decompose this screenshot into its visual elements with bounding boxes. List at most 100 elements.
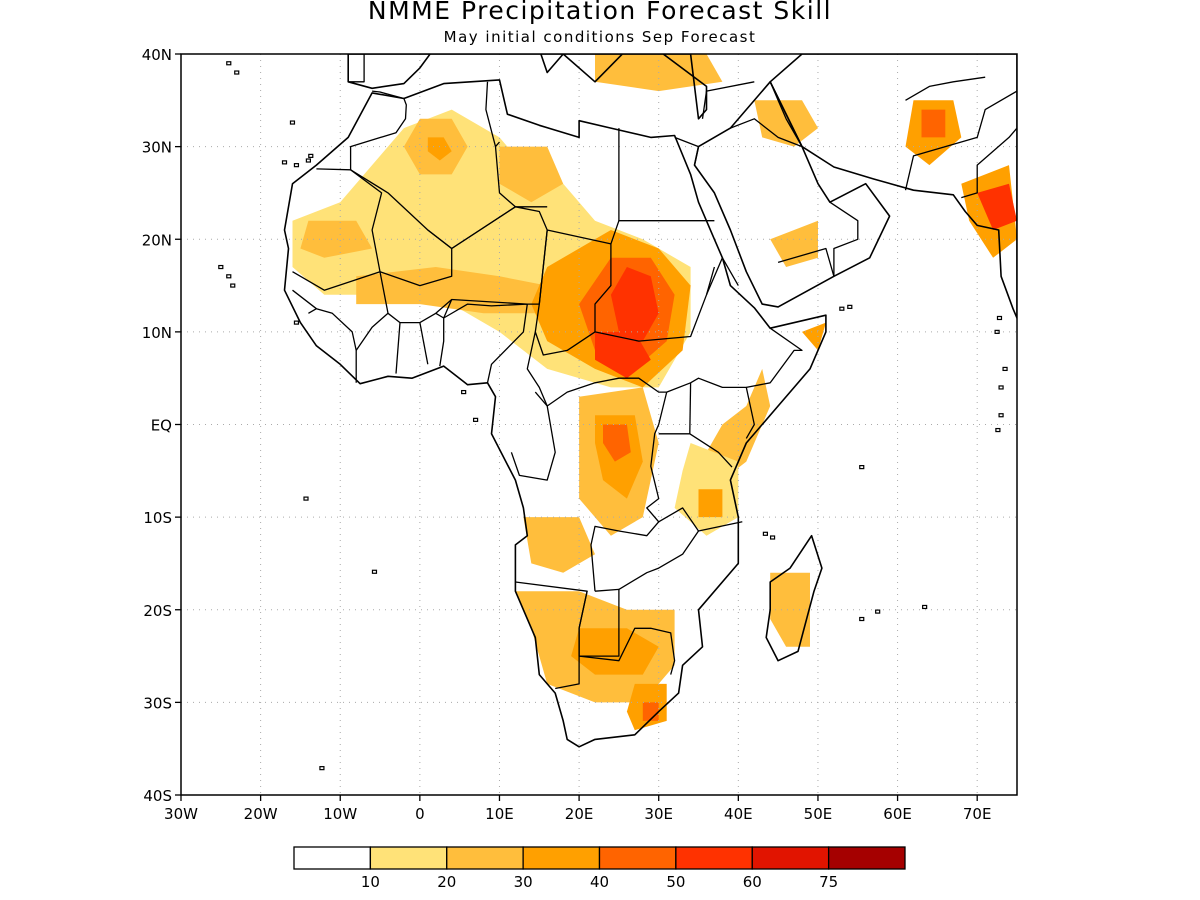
colorbar-swatch-7 <box>827 846 906 870</box>
coastlines <box>218 54 1017 771</box>
border-21 <box>746 327 803 389</box>
lon-label-7: 40E <box>724 805 753 823</box>
country-borders <box>292 54 1017 690</box>
border-20 <box>579 627 676 675</box>
border-36 <box>777 247 835 277</box>
border-10 <box>546 377 667 407</box>
island-24 <box>995 427 1001 433</box>
island-28 <box>847 304 853 309</box>
border-23 <box>379 271 453 324</box>
colorbar-swatch-0 <box>293 846 372 870</box>
skill-region-8 <box>610 267 659 342</box>
skill-region-9 <box>595 331 651 379</box>
coastline-2 <box>693 81 891 308</box>
skill-region-5 <box>356 267 548 314</box>
island-5 <box>305 158 311 163</box>
lon-label-4: 10E <box>485 805 514 823</box>
border-31 <box>674 136 700 166</box>
border-41 <box>349 90 407 170</box>
coastline-1 <box>765 534 823 662</box>
lat-label-0: 40N <box>142 46 172 64</box>
skill-region-25 <box>921 109 946 138</box>
island-11 <box>461 389 467 395</box>
colorbar-swatch-4 <box>598 846 677 870</box>
border-38 <box>905 76 986 101</box>
lon-label-2: 10W <box>323 805 357 823</box>
lat-label-6: 20S <box>143 602 172 620</box>
colorbar-swatch-6 <box>751 846 830 870</box>
island-29 <box>319 766 325 771</box>
coastline-0 <box>283 79 827 748</box>
colorbar-label-2: 30 <box>514 873 533 891</box>
lon-label-9: 60E <box>883 805 912 823</box>
border-2 <box>379 229 453 287</box>
skill-region-21 <box>770 572 810 647</box>
border-16 <box>658 507 743 532</box>
island-22 <box>1002 366 1008 372</box>
lat-label-1: 30N <box>142 139 172 157</box>
lon-label-8: 50E <box>804 805 833 823</box>
colorbar-label-3: 40 <box>590 873 609 891</box>
border-27 <box>292 289 318 314</box>
colorbar-swatch-2 <box>446 846 524 870</box>
skill-shading <box>292 54 1017 731</box>
border-4 <box>494 146 516 208</box>
lat-label-5: 10S <box>143 509 172 527</box>
border-39 <box>961 127 1017 199</box>
border-25 <box>355 312 389 383</box>
island-6 <box>308 153 314 158</box>
island-25 <box>994 329 1000 334</box>
lon-label-6: 30E <box>644 805 673 823</box>
lon-label-0: 30W <box>164 805 198 823</box>
skill-region-3 <box>499 146 564 203</box>
skill-region-2 <box>427 137 452 161</box>
border-19 <box>515 581 588 690</box>
skill-region-15 <box>698 489 723 518</box>
lon-label-5: 20E <box>565 805 594 823</box>
skill-region-23 <box>754 100 818 147</box>
island-8 <box>230 283 236 288</box>
border-42 <box>485 81 500 148</box>
map-title: NMME Precipitation Forecast Skill <box>367 0 833 25</box>
island-3 <box>281 160 288 165</box>
lat-label-3: 10N <box>142 324 172 342</box>
longitude-axis: 30W 20W 10W 0 10E 20E 30E 40E 50E 60E 70E <box>164 795 991 823</box>
border-35 <box>829 201 859 277</box>
island-14 <box>303 496 309 501</box>
border-30 <box>443 303 528 383</box>
lon-label-1: 20W <box>244 805 278 823</box>
colorbar-swatch-3 <box>522 846 601 870</box>
colorbar-legend: 10 20 30 40 50 60 75 <box>293 846 906 891</box>
colorbar-label-4: 50 <box>666 873 685 891</box>
colorbar-swatch-1 <box>369 846 448 870</box>
colorbar-label-1: 20 <box>437 873 456 891</box>
border-15 <box>689 382 692 434</box>
border-29 <box>435 312 445 367</box>
lon-label-10: 70E <box>963 805 992 823</box>
skill-region-27 <box>977 183 1017 230</box>
border-9 <box>526 331 548 407</box>
skill-region-20 <box>642 702 659 721</box>
border-37 <box>904 90 1017 191</box>
island-20 <box>769 535 776 540</box>
latitude-axis: 40N 30N 20N 10N EQ 10S 20S 30S 40S <box>142 46 181 805</box>
skill-region-12 <box>603 424 631 462</box>
island-17 <box>859 616 865 622</box>
lat-label-8: 40S <box>143 787 172 805</box>
island-9 <box>218 264 224 270</box>
lon-label-3: 0 <box>415 805 425 823</box>
border-17 <box>618 530 700 590</box>
island-1 <box>234 70 240 75</box>
island-23 <box>998 413 1004 418</box>
skill-region-29 <box>802 322 826 351</box>
island-12 <box>472 417 479 422</box>
colorbar-label-6: 75 <box>819 873 838 891</box>
skill-region-22 <box>770 220 818 267</box>
island-4 <box>293 163 300 168</box>
island-13 <box>371 569 378 574</box>
island-21 <box>998 385 1004 390</box>
island-16 <box>875 609 881 614</box>
island-15 <box>859 465 865 470</box>
lat-label-7: 30S <box>143 694 172 712</box>
coastline-4 <box>347 54 708 120</box>
